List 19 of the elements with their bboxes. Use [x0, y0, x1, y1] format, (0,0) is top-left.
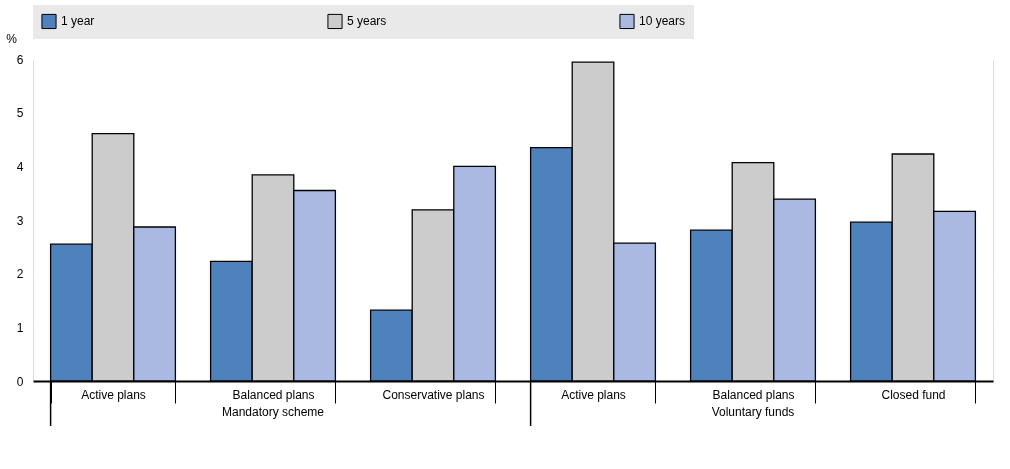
y-axis-title: % [6, 31, 18, 46]
y-tick-label: 3 [16, 213, 24, 228]
y-tick-label: 4 [16, 159, 24, 174]
y-tick-label: 6 [16, 52, 24, 67]
text: Voluntary funds [711, 405, 795, 419]
x-tick-label: Active plans [81, 387, 146, 402]
x-tick-label: Closed fund [881, 387, 946, 402]
legend-label: 10 years [639, 14, 686, 29]
y-tick-label: 2 [16, 267, 24, 282]
x-tick-label: Balanced plans [712, 387, 795, 402]
y-tick-label: 0 [16, 374, 24, 389]
y-tick-label: 5 [16, 106, 24, 121]
x-tick-label: Conservative plans [382, 387, 485, 402]
y-tick-label: 1 [16, 320, 24, 335]
legend-label: 5 years [347, 14, 387, 29]
legend-label: 1 year [61, 14, 95, 29]
text: Mandatory scheme [221, 405, 325, 419]
x-tick-label: Active plans [561, 387, 626, 402]
x-tick-label: Balanced plans [232, 387, 315, 402]
